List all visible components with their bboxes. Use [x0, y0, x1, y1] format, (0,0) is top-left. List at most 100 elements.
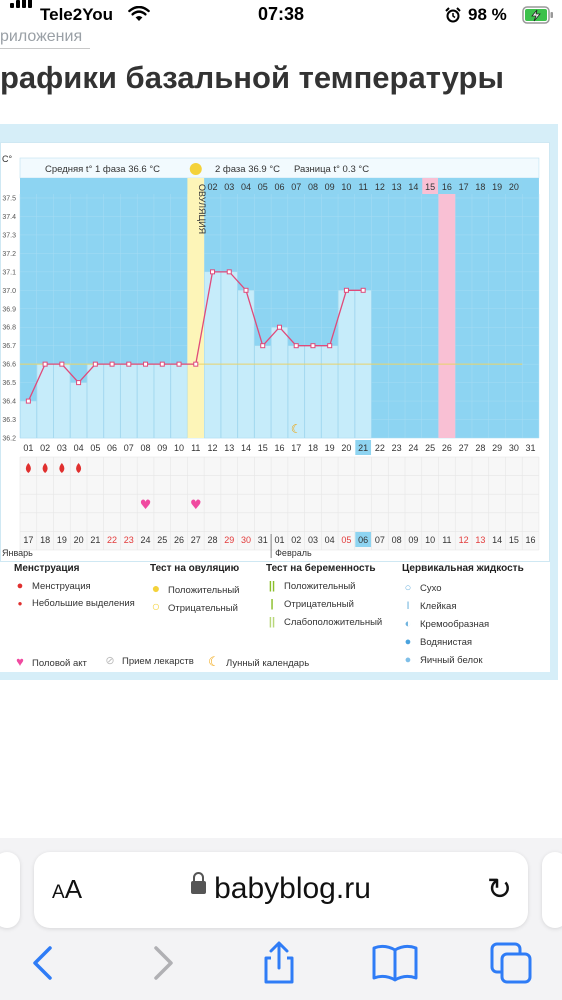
temperature-point — [210, 269, 216, 275]
outline-drop-icon: ○ — [404, 582, 412, 594]
cycle-day-label: 07 — [124, 443, 134, 453]
share-button[interactable] — [254, 938, 304, 988]
temperature-bar — [53, 363, 71, 439]
chart-card: C° Средняя t° 1 фаза 36.6 °C 2 фаза 36.9 °… — [0, 142, 550, 672]
cycle-day-label: 25 — [425, 443, 435, 453]
top-day-label: 04 — [241, 182, 251, 192]
temperature-point — [92, 361, 98, 367]
legend-pregnancy-negative: | Отрицательный — [266, 598, 353, 610]
cycle-day-label: 27 — [459, 443, 469, 453]
legend-menstruation: ● Менструация — [14, 580, 91, 592]
temperature-point — [126, 361, 132, 367]
water-drop-icon: ● — [404, 636, 412, 648]
cycle-day-label: 05 — [90, 443, 100, 453]
top-day-cell — [271, 178, 288, 194]
calendar-date-label: 20 — [74, 535, 84, 545]
temperature-point — [42, 361, 48, 367]
temperature-bar — [321, 345, 338, 439]
top-day-cell — [422, 178, 438, 194]
y-tick-label: 37.4 — [2, 214, 16, 221]
top-day-cell — [254, 178, 271, 194]
cycle-day-label: 03 — [57, 443, 67, 453]
temperature-bar — [70, 382, 87, 439]
top-day-label: 14 — [408, 182, 418, 192]
calendar-date-label: 10 — [425, 535, 435, 545]
cycle-day-label: 12 — [208, 443, 218, 453]
cycle-day-label: 23 — [392, 443, 402, 453]
pink-day-column — [438, 194, 456, 438]
legend-menstruation-title: Менструация — [14, 563, 80, 574]
top-day-cell — [472, 178, 489, 194]
calendar-date-label: 27 — [191, 535, 201, 545]
y-tick-label: 36.5 — [2, 380, 16, 387]
pill-icon: ⊘ — [105, 655, 115, 667]
calendar-date-label: 30 — [241, 535, 251, 545]
text-size-button[interactable]: AA — [52, 874, 83, 904]
single-bar-icon: | — [270, 598, 274, 610]
top-day-label: 09 — [325, 182, 335, 192]
calendar-date-label: 08 — [392, 535, 402, 545]
next-tab-card[interactable] — [542, 852, 562, 928]
month-february: Февраль — [275, 548, 312, 558]
top-day-cell — [372, 178, 388, 194]
back-button[interactable] — [20, 938, 70, 988]
blood-drop-icon — [42, 463, 48, 473]
double-bar-icon: || — [268, 580, 276, 592]
chart-panel: C° Средняя t° 1 фаза 36.6 °C 2 фаза 36.9 °… — [0, 124, 558, 680]
half-drop-icon: ◐ — [404, 618, 412, 630]
top-day-cell — [505, 178, 522, 194]
yellow-circle-icon: ● — [151, 580, 161, 596]
tabs-button[interactable] — [486, 938, 536, 988]
temperature-point — [327, 343, 333, 349]
top-day-label: 12 — [375, 182, 385, 192]
temperature-point — [59, 361, 65, 367]
cycle-day-label: 22 — [375, 443, 385, 453]
temperature-point — [76, 380, 82, 386]
calendar-date-label: 12 — [459, 535, 469, 545]
address-bar[interactable]: AA babyblog.ru ↻ — [34, 852, 528, 928]
cycle-day-label: 02 — [40, 443, 50, 453]
page-title: рафики базальной температуры — [0, 60, 504, 95]
calendar-date-label: 24 — [141, 535, 151, 545]
calendar-date-label: 15 — [509, 535, 519, 545]
calendar-today — [355, 532, 372, 547]
cycle-day-label: 17 — [291, 443, 301, 453]
breadcrumb-underline — [0, 48, 90, 49]
top-day-cell — [338, 178, 355, 194]
legend-pregnancy-weak: || Слабоположительный — [266, 616, 382, 628]
small-drop-icon: ● — [17, 599, 23, 608]
temperature-point — [260, 343, 266, 349]
legend-medicine: ⊘ Прием лекарств — [105, 655, 194, 667]
breadcrumb[interactable]: риложения — [0, 28, 83, 45]
temperature-bar — [220, 271, 238, 439]
calendar-date-label: 01 — [274, 535, 284, 545]
legend-cervical-sticky: I Клейкая — [402, 600, 456, 612]
temperature-point — [293, 343, 299, 349]
top-day-cell — [204, 178, 221, 194]
temperature-point — [109, 361, 115, 367]
top-day-label: 06 — [274, 182, 284, 192]
top-day-label: 13 — [392, 182, 402, 192]
marker-grid — [20, 457, 539, 550]
temperature-point — [176, 361, 182, 367]
top-day-label: 11 — [358, 182, 367, 192]
y-tick-label: 36.6 — [2, 362, 16, 369]
calendar-date-label: 26 — [174, 535, 184, 545]
url-display[interactable]: babyblog.ru — [34, 871, 528, 906]
y-tick-label: 36.3 — [2, 417, 16, 424]
cycle-day-label: 06 — [107, 443, 117, 453]
legend-cervical-title: Цервикальная жидкость — [402, 563, 524, 574]
calendar-date-label: 18 — [40, 535, 50, 545]
carrier-label: Tele2You — [40, 5, 114, 24]
calendar-date-label: 29 — [224, 535, 234, 545]
blood-drop-icon — [76, 463, 82, 473]
bookmarks-button[interactable] — [370, 938, 420, 988]
previous-tab-card[interactable] — [0, 852, 20, 928]
legend-cervical-watery: ● Водянистая — [402, 636, 472, 648]
cycle-day-label: 08 — [141, 443, 151, 453]
cycle-day-label: 26 — [442, 443, 452, 453]
forward-button[interactable] — [138, 938, 188, 988]
reload-icon[interactable]: ↻ — [486, 873, 512, 906]
legend-ovulation-title: Тест на овуляцию — [150, 563, 240, 574]
calendar-date-label: 13 — [475, 535, 485, 545]
